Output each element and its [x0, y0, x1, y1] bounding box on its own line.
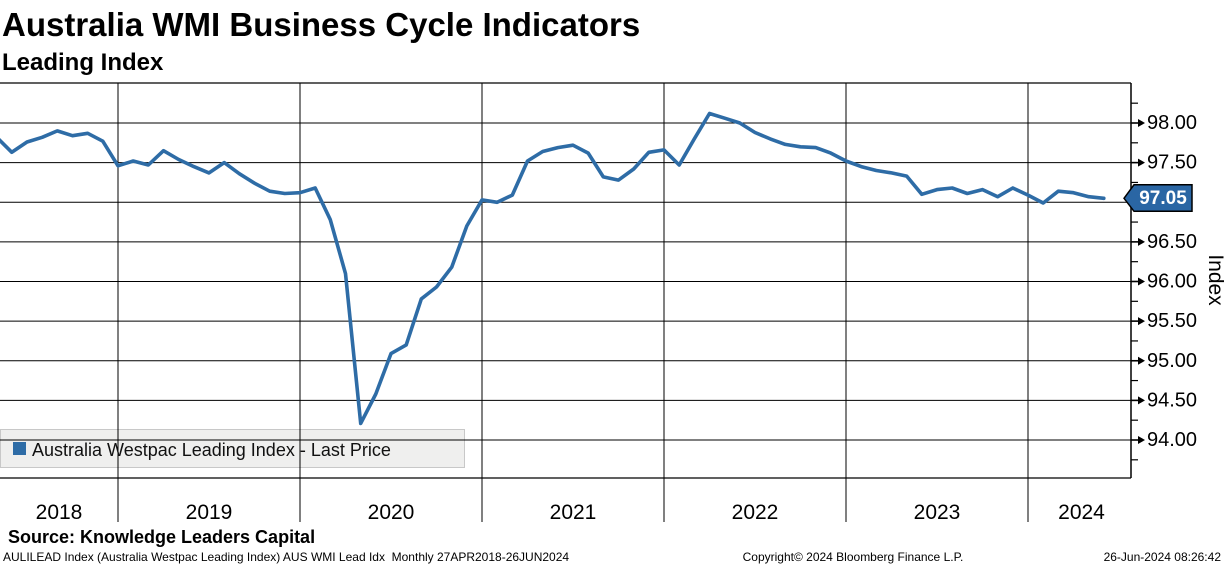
series-line-leading-index — [0, 111, 1106, 426]
legend-marker-icon — [13, 442, 26, 455]
last-price-layer: 97.05 — [1123, 184, 1193, 213]
series-layer — [0, 111, 1106, 426]
x-year-label: 2020 — [368, 501, 415, 524]
y-tick-label: 96.00 — [1147, 271, 1197, 293]
x-year-label: 2018 — [36, 501, 83, 524]
y-axis-title: Index — [1204, 254, 1224, 306]
y-tick-arrow-icon — [1138, 158, 1145, 167]
y-tick-label: 94.00 — [1147, 429, 1197, 451]
y-tick-label: 94.50 — [1147, 389, 1197, 411]
y-tick-arrow-icon — [1138, 119, 1145, 127]
footer-copyright: Copyright© 2024 Bloomberg Finance L.P. — [743, 550, 964, 564]
x-year-label: 2022 — [732, 501, 779, 524]
footer-security-info: AULILEAD Index (Australia Westpac Leadin… — [3, 550, 569, 564]
last-price-tag — [1123, 184, 1193, 213]
grid-layer — [0, 82, 1132, 479]
legend-label: Australia Westpac Leading Index - Last P… — [32, 440, 391, 460]
y-tick-label: 95.50 — [1147, 310, 1197, 332]
y-tick-arrow-icon — [1138, 237, 1145, 246]
x-year-label: 2024 — [1058, 501, 1105, 524]
y-tick-arrow-icon — [1138, 317, 1145, 326]
footer-timestamp: 26-Jun-2024 08:26:42 — [1104, 550, 1222, 564]
x-year-label: 2023 — [914, 501, 961, 524]
chart-subtitle: Leading Index — [2, 49, 164, 76]
last-price-label: 97.05 — [1139, 188, 1187, 209]
y-tick-arrow-icon — [1138, 436, 1145, 444]
page-title: Australia WMI Business Cycle Indicators — [2, 6, 640, 43]
y-tick-label: 96.50 — [1147, 231, 1197, 253]
legend-box — [0, 429, 465, 468]
source-line: Source: Knowledge Leaders Capital — [8, 527, 315, 547]
x-year-label: 2019 — [186, 501, 233, 524]
y-tick-label: 97.50 — [1147, 152, 1197, 174]
y-tick-arrow-icon — [1138, 277, 1145, 286]
y-tick-arrow-icon — [1138, 356, 1145, 365]
y-tick-arrow-icon — [1138, 396, 1145, 405]
x-year-label: 2021 — [550, 501, 597, 524]
y-tick-label: 98.00 — [1147, 112, 1197, 134]
axis-tick-layer: 98.00 97.50 96.50 96.00 95.50 95.00 94.50 94.00… — [36, 102, 1197, 524]
y-tick-label: 95.00 — [1147, 350, 1197, 372]
